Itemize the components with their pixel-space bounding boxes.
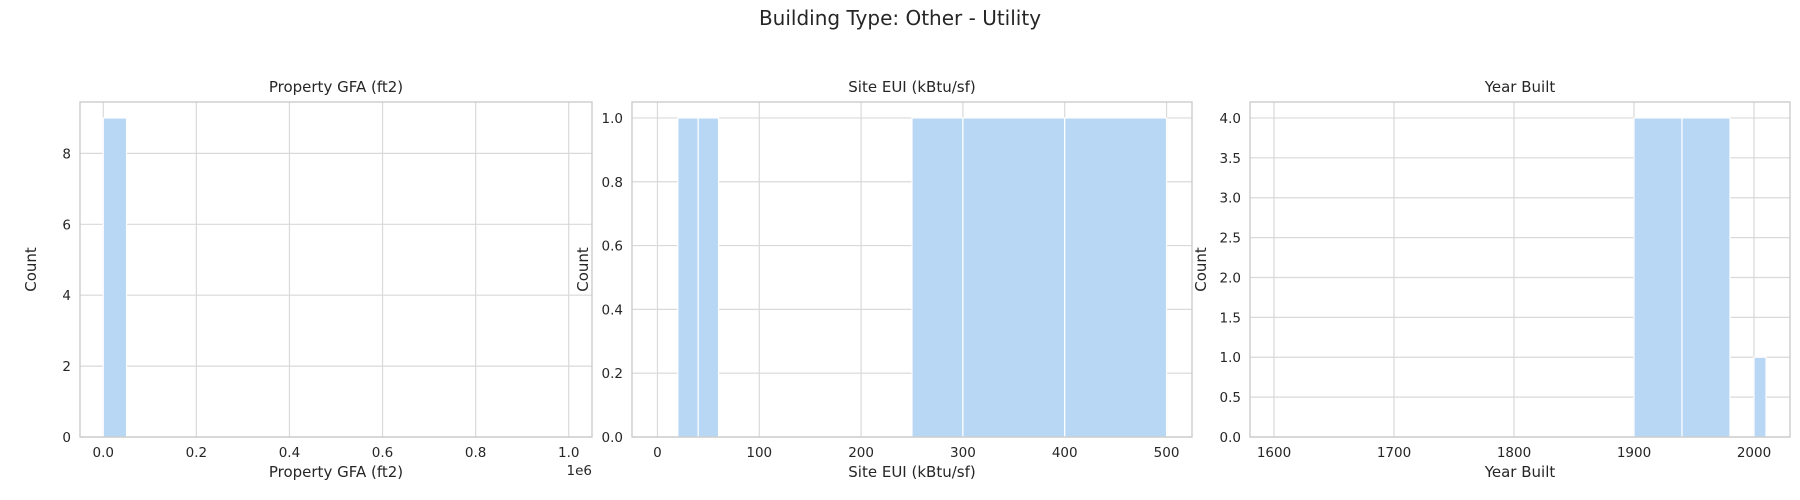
y-tick-label: 0.0 — [1220, 430, 1241, 446]
x-tick-label: 200 — [848, 445, 874, 461]
y-tick-label: 8 — [62, 146, 71, 162]
x-tick-label: 0 — [653, 445, 662, 461]
x-axis-label: Property GFA (ft2) — [269, 463, 403, 481]
y-tick-label: 4.0 — [1220, 111, 1241, 127]
y-axis-label: Count — [574, 247, 592, 292]
y-tick-label: 0.0 — [602, 430, 623, 446]
y-tick-label: 2 — [62, 359, 71, 375]
y-tick-label: 2.0 — [1220, 270, 1241, 286]
y-tick-label: 4 — [62, 288, 71, 304]
subplot-title: Site EUI (kBtu/sf) — [848, 78, 975, 96]
subplot-2: 0 100 200 300 400 500 0.0 0.2 0.4 0.6 0.8 1.0 Site E… — [574, 78, 1193, 481]
y-tick-label: 1.5 — [1220, 310, 1241, 326]
x-axis-label: Site EUI (kBtu/sf) — [848, 463, 975, 481]
histogram-bar — [1633, 117, 1683, 438]
x-tick-label: 0.0 — [93, 445, 114, 461]
x-tick-label: 0.6 — [372, 445, 393, 461]
subplot-1: 0.0 0.2 0.4 0.6 0.8 1.0 0 2 4 6 8 Property GFA (ft2… — [22, 78, 593, 481]
x-tick-label: 100 — [746, 445, 772, 461]
y-tick-label: 1.0 — [602, 111, 623, 127]
y-tick-label: 0.6 — [602, 239, 623, 255]
histogram-bar — [1064, 117, 1168, 438]
x-tick-label: 400 — [1052, 445, 1078, 461]
y-tick-label: 0.2 — [602, 366, 623, 382]
histogram-bar — [1753, 356, 1767, 438]
y-tick-label: 1.0 — [1220, 350, 1241, 366]
x-tick-label: 300 — [950, 445, 976, 461]
histogram-bar — [911, 117, 964, 438]
axes-frame — [631, 101, 1193, 438]
x-tick-label: 1700 — [1377, 445, 1411, 461]
y-tick-label: 0.8 — [602, 175, 623, 191]
subplots: 0.0 0.2 0.4 0.6 0.8 1.0 0 2 4 6 8 Property GFA (ft2… — [22, 78, 1791, 481]
x-axis-label: Year Built — [1484, 463, 1556, 481]
y-tick-label: 0 — [62, 430, 71, 446]
x-tick-label: 2000 — [1737, 445, 1771, 461]
x-tick-label: 500 — [1154, 445, 1180, 461]
subplot-3: 1600 1700 1800 1900 2000 0.0 0.5 1.0 1.5 2.0 2.5 3.… — [1192, 78, 1791, 481]
histogram-bar — [1681, 117, 1731, 438]
histogram-bar — [102, 117, 128, 438]
histogram-bar — [677, 117, 699, 438]
y-axis-label: Count — [22, 247, 40, 292]
x-axis-offset-label: 1e6 — [567, 463, 592, 479]
subplot-title: Property GFA (ft2) — [269, 78, 403, 96]
histogram-bar — [697, 117, 720, 438]
y-tick-label: 0.4 — [602, 302, 623, 318]
x-tick-label: 1.0 — [558, 445, 579, 461]
y-tick-label: 2.5 — [1220, 231, 1241, 247]
x-tick-label: 1600 — [1257, 445, 1291, 461]
x-tick-label: 1900 — [1617, 445, 1651, 461]
x-tick-label: 0.4 — [279, 445, 300, 461]
x-tick-label: 0.2 — [186, 445, 207, 461]
figure-title: Building Type: Other - Utility — [759, 6, 1041, 30]
y-tick-label: 0.5 — [1220, 390, 1241, 406]
y-tick-label: 3.0 — [1220, 191, 1241, 207]
axes-frame — [79, 101, 593, 438]
y-tick-label: 3.5 — [1220, 151, 1241, 167]
subplot-title: Year Built — [1484, 78, 1556, 96]
x-tick-label: 1800 — [1497, 445, 1531, 461]
y-axis-label: Count — [1192, 247, 1210, 292]
y-tick-label: 6 — [62, 217, 71, 233]
x-tick-label: 0.8 — [465, 445, 486, 461]
axes-frame — [1249, 101, 1791, 438]
histogram-bar — [962, 117, 1066, 438]
